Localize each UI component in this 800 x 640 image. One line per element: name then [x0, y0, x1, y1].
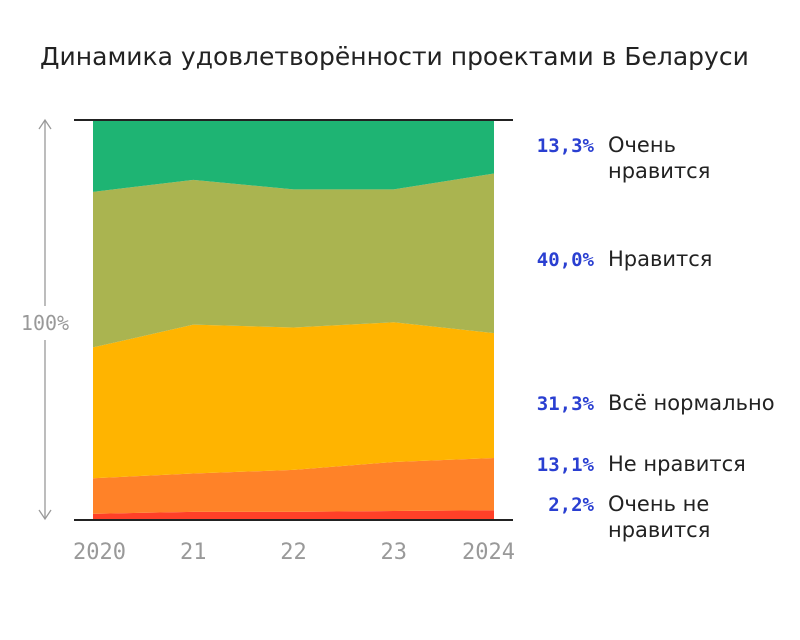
series-percent-label: 2,2% [548, 494, 594, 516]
series-percent-label: 13,1% [537, 454, 595, 476]
series-percent-label: 31,3% [537, 393, 595, 415]
x-tick-label: 2024 [462, 540, 515, 565]
series-percent-label: 40,0% [537, 249, 595, 271]
series-name-label: Очень [608, 133, 676, 157]
x-tick-label: 21 [180, 540, 207, 565]
y-axis-arrow-up-icon [38, 118, 52, 130]
area-3 [93, 322, 494, 479]
x-tick-label: 23 [381, 540, 408, 565]
y-axis-arrow-down-icon [38, 509, 52, 521]
chart-axes: 100% [21, 118, 513, 521]
x-tick-label: 22 [280, 540, 307, 565]
area-5 [93, 120, 494, 192]
series-name-label: нравится [608, 159, 710, 183]
area-4 [93, 173, 494, 348]
series-name-label: Очень не [608, 492, 709, 516]
x-axis-ticks: 2020 21 22 23 2024 [73, 540, 515, 565]
series-name-label: нравится [608, 518, 710, 542]
area-2 [93, 457, 494, 514]
series-name-label: Всё нормально [608, 391, 775, 415]
series-name-label: Нравится [608, 247, 712, 271]
series-percent-label: 13,3% [537, 135, 595, 157]
chart-title: Динамика удовлетворённости проектами в Б… [40, 42, 749, 71]
chart-areas [93, 120, 494, 519]
area-1 [93, 510, 494, 519]
series-name-label: Не нравится [608, 452, 746, 476]
y-axis-label: 100% [21, 311, 69, 335]
x-tick-label: 2020 [73, 540, 126, 565]
